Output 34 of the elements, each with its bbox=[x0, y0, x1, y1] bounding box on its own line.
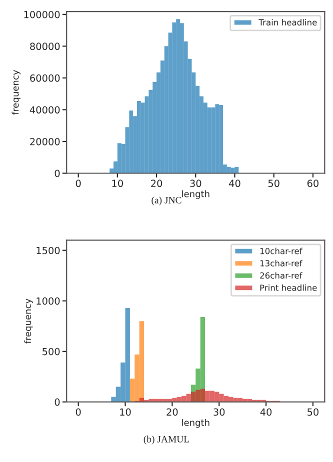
legend-label: 10char-ref bbox=[260, 248, 302, 254]
x-axis-title: length bbox=[182, 418, 210, 428]
x-tick-label: 50 bbox=[308, 408, 318, 416]
legend-label: 26char-ref bbox=[260, 272, 302, 279]
x-tick-label: 20 bbox=[166, 408, 178, 416]
y-tick-label: 0 bbox=[54, 398, 60, 406]
x-tick-label: 0 bbox=[76, 408, 81, 416]
x-tick-label: 30 bbox=[190, 180, 202, 188]
text: (b) JAMUL bbox=[144, 436, 190, 444]
y-tick-label: 80000 bbox=[30, 42, 60, 50]
y-tick-label: 1000 bbox=[36, 297, 60, 305]
legend-label: Train headline bbox=[258, 19, 317, 26]
x-tick-label: 40 bbox=[229, 180, 240, 188]
x-axis-title: length bbox=[182, 190, 210, 200]
x-tick-label: 30 bbox=[214, 408, 225, 416]
y-tick-label: 1500 bbox=[36, 246, 60, 254]
y-tick-label: 500 bbox=[42, 348, 60, 356]
y-tick-label: 40000 bbox=[30, 106, 60, 114]
y-axis-title: frequency bbox=[24, 298, 33, 344]
y-tick-label: 100000 bbox=[24, 10, 60, 18]
y-axis-title: frequency bbox=[12, 70, 20, 115]
x-tick-label: 10 bbox=[120, 408, 131, 416]
x-tick-label: 20 bbox=[151, 180, 162, 188]
text: (a) JNC bbox=[152, 196, 182, 206]
x-tick-label: 10 bbox=[112, 180, 123, 188]
legend-label: 13char-ref bbox=[260, 260, 302, 266]
x-tick-label: 60 bbox=[307, 180, 318, 188]
x-tick-label: 50 bbox=[268, 180, 280, 188]
y-tick-label: 20000 bbox=[30, 138, 60, 146]
y-tick-label: 60000 bbox=[30, 74, 60, 82]
legend-label: Print headline bbox=[260, 284, 317, 291]
x-tick-label: 40 bbox=[260, 408, 272, 416]
x-tick-label: 0 bbox=[76, 180, 81, 188]
y-tick-label: 0 bbox=[54, 170, 60, 178]
